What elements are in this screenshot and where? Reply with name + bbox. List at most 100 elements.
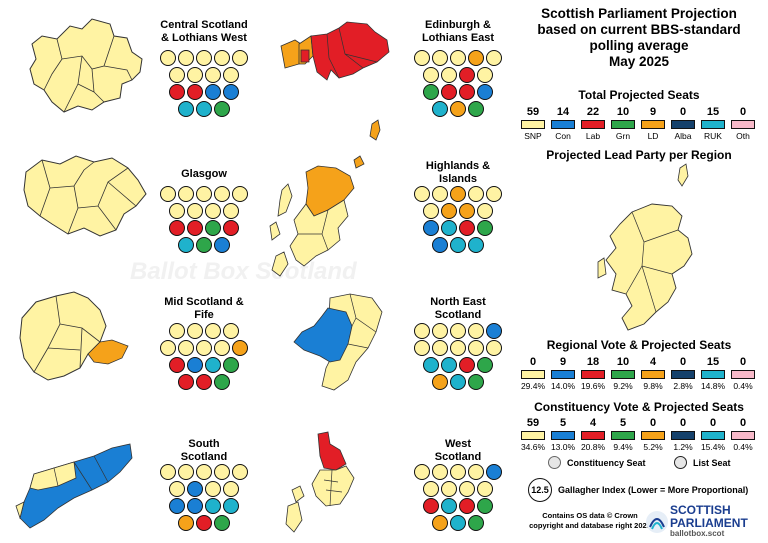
ballotbox-logo: SCOTTISH PARLIAMENT ballotbox.scot [646, 501, 764, 541]
seat-con [169, 498, 185, 514]
seat-ruk [178, 237, 194, 253]
region-title-gla: Glasgow [181, 168, 227, 180]
seat-snp [459, 481, 475, 497]
region-title-hi: Highlands & Islands [425, 160, 491, 185]
seat-count: 5 [619, 417, 627, 429]
seat-count: 59 [526, 417, 540, 429]
constituency-tally: 59 34.6% 5 13.0% 4 20.8% 5 9.4% 0 5.2% 0 1.2% 0 15.4%… [519, 417, 757, 452]
party-swatch [641, 120, 665, 129]
party-swatch [521, 431, 545, 440]
seat-count: 15 [706, 356, 720, 368]
seat-snp [178, 464, 194, 480]
seat-snp [196, 50, 212, 66]
seat-snp [205, 323, 221, 339]
seat-grn [477, 357, 493, 373]
constituency-grn: 5 9.4% [609, 417, 637, 452]
seat-grn [214, 101, 230, 117]
seat-ruk [468, 237, 484, 253]
seat-con [486, 323, 502, 339]
regional-ld: 4 9.8% [639, 356, 667, 391]
seat-snp [232, 464, 248, 480]
seat-lab [178, 374, 194, 390]
seat-row [154, 515, 254, 532]
vote-share: 0.4% [733, 381, 753, 391]
seat-grn [423, 84, 439, 100]
seat-grid-gla [154, 186, 254, 254]
seat-count: 9 [649, 106, 657, 118]
seat-snp [169, 67, 185, 83]
seat-snp [196, 464, 212, 480]
legend-constituency-label: Constituency Seat [567, 457, 646, 468]
party-swatch [611, 431, 635, 440]
list-seat-marker [674, 456, 687, 469]
seat-snp [178, 50, 194, 66]
seat-ld [450, 186, 466, 202]
seat-grn [468, 374, 484, 390]
legend-constituency-seat: Constituency Seat [548, 456, 646, 469]
party-label: LD [647, 131, 659, 141]
regional-snp: 0 29.4% [519, 356, 547, 391]
seat-count: 0 [679, 417, 687, 429]
region-title-ss: South Scotland [180, 438, 228, 463]
seat-lab [169, 84, 185, 100]
seat-count: 0 [529, 356, 537, 368]
legend-list-label: List Seat [693, 457, 731, 468]
map-edinburgh-lothians-east [280, 21, 390, 81]
seat-count: 10 [616, 356, 630, 368]
total-oth: 0 Oth [729, 106, 757, 141]
seat-row [408, 186, 508, 203]
seat-snp [468, 186, 484, 202]
seat-snp [160, 186, 176, 202]
seat-count: 0 [739, 417, 747, 429]
total-grn: 10 Grn [609, 106, 637, 141]
vote-share: 29.4% [520, 381, 546, 391]
party-swatch [551, 370, 575, 379]
seat-snp [486, 340, 502, 356]
logo-line2: PARLIAMENT [670, 516, 748, 530]
party-swatch [731, 431, 755, 440]
map-central-scotland-lothians-west [29, 18, 143, 113]
constituency-oth: 0 0.4% [729, 417, 757, 452]
seat-ld [178, 515, 194, 531]
gallagher-label: Gallagher Index (Lower = More Proportion… [558, 485, 749, 495]
main-title: Scottish Parliament Projection based on … [537, 6, 741, 69]
party-swatch [701, 370, 725, 379]
total-snp: 59 SNP [519, 106, 547, 141]
party-swatch [731, 120, 755, 129]
watermark: Ballot Box Scotland [130, 258, 357, 285]
seat-row [154, 340, 254, 357]
seat-lab [223, 220, 239, 236]
party-swatch [671, 370, 695, 379]
seat-snp [205, 481, 221, 497]
seat-snp [441, 481, 457, 497]
seat-con [432, 237, 448, 253]
map-mid-scotland-fife [19, 291, 129, 381]
seat-row [154, 67, 254, 84]
seat-lab [423, 498, 439, 514]
party-swatch [641, 431, 665, 440]
seat-snp [414, 186, 430, 202]
seat-grn [477, 498, 493, 514]
seat-ruk [450, 515, 466, 531]
seat-grn [196, 237, 212, 253]
constituency-lab: 4 20.8% [579, 417, 607, 452]
seat-grn [468, 101, 484, 117]
seat-ruk [223, 498, 239, 514]
region-title-ws: West Scotland [434, 438, 482, 463]
seat-row [154, 203, 254, 220]
seat-row [408, 498, 508, 515]
seat-ruk [178, 101, 194, 117]
seat-snp [169, 323, 185, 339]
vote-share: 14.8% [700, 381, 726, 391]
seat-row [408, 340, 508, 357]
seat-count: 15 [706, 106, 720, 118]
seat-row [154, 481, 254, 498]
seat-ld [468, 50, 484, 66]
lead-party-heading: Projected Lead Party per Region [546, 148, 732, 162]
seat-snp [468, 340, 484, 356]
total-ruk: 15 RUK [699, 106, 727, 141]
seat-con [486, 464, 502, 480]
party-swatch [701, 431, 725, 440]
regional-tally: 0 29.4% 9 14.0% 18 19.6% 10 9.2% 4 9.8% 0 2.8% 15 14.… [519, 356, 757, 391]
seat-snp [432, 323, 448, 339]
